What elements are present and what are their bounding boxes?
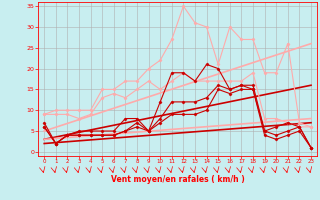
- X-axis label: Vent moyen/en rafales ( km/h ): Vent moyen/en rafales ( km/h ): [111, 175, 244, 184]
